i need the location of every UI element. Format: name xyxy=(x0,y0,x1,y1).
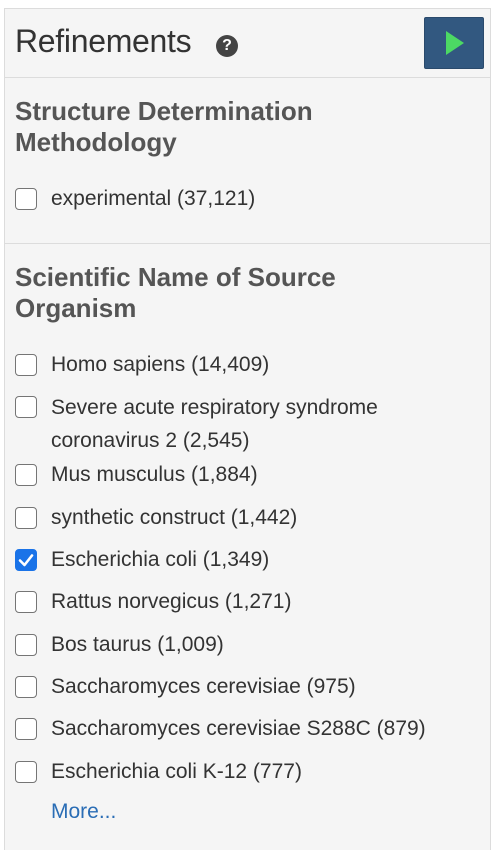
option-label: Escherichia coli (1,349) xyxy=(51,548,270,571)
play-triangle-icon xyxy=(446,31,464,55)
option-label: experimental (37,121) xyxy=(51,187,256,210)
checkbox[interactable] xyxy=(15,761,37,783)
section-title-organism: Scientific Name of Source Organism xyxy=(15,262,336,323)
refinements-panel: Refinements ? Structure Determination Me… xyxy=(4,8,491,850)
apply-refinements-button[interactable] xyxy=(424,17,484,69)
checkbox[interactable] xyxy=(15,676,37,698)
more-link[interactable]: More... xyxy=(51,800,117,823)
checkbox[interactable] xyxy=(15,507,37,529)
help-icon[interactable]: ? xyxy=(216,35,238,57)
option-label: Saccharomyces cerevisiae (975) xyxy=(51,675,356,698)
option-label: Escherichia coli K-12 (777) xyxy=(51,760,302,783)
checkbox[interactable] xyxy=(15,718,37,740)
option-label: Saccharomyces cerevisiae S288C (879) xyxy=(51,717,426,740)
section-title-methodology: Structure Determination Methodology xyxy=(15,96,313,157)
option-label: Mus musculus (1,884) xyxy=(51,463,258,486)
checkbox-checked[interactable] xyxy=(15,549,37,571)
checkbox[interactable] xyxy=(15,354,37,376)
checkbox[interactable] xyxy=(15,591,37,613)
option-label: synthetic construct (1,442) xyxy=(51,506,298,529)
option-label: Bos taurus (1,009) xyxy=(51,633,224,656)
panel-title: Refinements xyxy=(15,23,192,59)
checkbox[interactable] xyxy=(15,396,37,418)
checkbox[interactable] xyxy=(15,188,37,210)
option-label: Severe acute respiratory syndrome corona… xyxy=(51,396,378,452)
section-methodology: Structure Determination Methodology expe… xyxy=(5,78,490,244)
checkmark-icon xyxy=(18,554,34,567)
refinements-header: Refinements ? xyxy=(5,9,490,78)
checkbox[interactable] xyxy=(15,634,37,656)
option-label: Homo sapiens (14,409) xyxy=(51,353,270,376)
option-label: Rattus norvegicus (1,271) xyxy=(51,590,292,613)
checkbox[interactable] xyxy=(15,464,37,486)
